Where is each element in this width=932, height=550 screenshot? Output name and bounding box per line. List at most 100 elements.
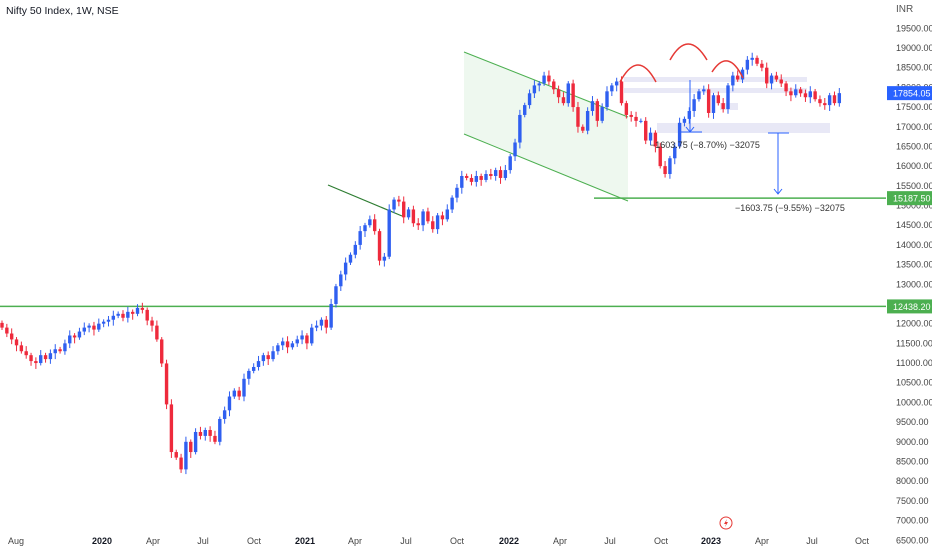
candle-body bbox=[435, 215, 440, 230]
candle-body bbox=[484, 174, 488, 180]
candle-body bbox=[72, 335, 77, 338]
candle-body bbox=[29, 355, 33, 362]
overlays-layer: −1603.75 (−8.70%) −32075 −1603.75 (−9.55%… bbox=[619, 43, 845, 213]
y-tick-label: 16500.00 bbox=[896, 141, 932, 151]
candle-body bbox=[813, 91, 817, 100]
candle-body bbox=[464, 175, 469, 178]
candle-body bbox=[711, 95, 716, 113]
candle-body bbox=[566, 83, 570, 104]
x-tick-label: Oct bbox=[855, 536, 870, 546]
candle-body bbox=[319, 319, 324, 326]
price-label: 12438.20 bbox=[893, 302, 931, 312]
candle-body bbox=[547, 75, 551, 82]
candle-body bbox=[368, 219, 372, 226]
candle-body bbox=[43, 355, 48, 360]
y-tick-label: 9500.00 bbox=[896, 417, 929, 427]
y-tick-label: 8500.00 bbox=[896, 457, 929, 467]
candle-body bbox=[97, 323, 101, 330]
candle-body bbox=[794, 89, 798, 96]
left-shoulder-arc bbox=[619, 64, 657, 83]
candle-body bbox=[624, 103, 629, 115]
x-axis: Aug 2020 Apr Jul Oct 2021 Apr Jul Oct 2022 Apr Jul O… bbox=[8, 536, 870, 546]
price-label-box bbox=[887, 299, 932, 314]
candle-body bbox=[353, 244, 358, 255]
candle-body bbox=[629, 114, 633, 117]
candle-body bbox=[697, 91, 701, 100]
candle-body bbox=[702, 89, 706, 92]
y-axis: 19500.0019000.0018500.0018000.0017500.00… bbox=[896, 23, 932, 545]
candle-body bbox=[218, 418, 222, 442]
candle-body bbox=[735, 75, 740, 80]
currency-label: INR bbox=[896, 4, 914, 15]
candle-body bbox=[242, 378, 246, 397]
x-tick-label: Aug bbox=[8, 536, 24, 546]
candle-body bbox=[135, 307, 140, 314]
candle-body bbox=[663, 166, 667, 175]
drawings-layer bbox=[0, 51, 886, 308]
y-tick-label: 10500.00 bbox=[896, 378, 932, 388]
candle-body bbox=[130, 311, 135, 314]
y-tick-label: 19000.00 bbox=[896, 43, 932, 53]
x-tick-label: Oct bbox=[450, 536, 465, 546]
candle-body bbox=[256, 361, 261, 367]
x-tick-label: Apr bbox=[348, 536, 362, 546]
candle-body bbox=[324, 319, 328, 328]
candle-body bbox=[126, 311, 130, 318]
candle-body bbox=[542, 75, 546, 84]
candle-body bbox=[339, 274, 343, 287]
candle-body bbox=[305, 335, 309, 344]
candle-body bbox=[285, 341, 290, 348]
y-tick-label: 10000.00 bbox=[896, 397, 932, 407]
candle-body bbox=[798, 89, 803, 94]
candle-body bbox=[523, 105, 527, 115]
candle-body bbox=[164, 363, 169, 405]
x-tick-label: 2021 bbox=[295, 536, 315, 546]
candle-body bbox=[329, 303, 333, 328]
candle-body bbox=[469, 177, 474, 182]
candle-body bbox=[726, 85, 730, 110]
candle-body bbox=[397, 199, 401, 202]
candle-body bbox=[774, 75, 779, 80]
candle-body bbox=[150, 320, 154, 326]
candle-body bbox=[247, 370, 251, 379]
candle-body bbox=[121, 313, 125, 318]
candle-body bbox=[232, 390, 237, 397]
price-label: 15187.50 bbox=[893, 194, 931, 204]
candle-body bbox=[193, 431, 198, 453]
candle-body bbox=[266, 355, 270, 360]
candle-body bbox=[518, 114, 522, 143]
candle-body bbox=[731, 75, 735, 86]
candle-body bbox=[227, 396, 232, 411]
candle-body bbox=[677, 122, 682, 147]
candle-body bbox=[169, 404, 174, 453]
candle-body bbox=[68, 335, 72, 344]
candle-body bbox=[411, 209, 416, 224]
candle-body bbox=[421, 211, 425, 226]
candle-body bbox=[431, 221, 435, 230]
y-tick-label: 8000.00 bbox=[896, 476, 929, 486]
y-tick-label: 13000.00 bbox=[896, 279, 932, 289]
head-arc bbox=[669, 43, 708, 61]
candle-body bbox=[460, 175, 464, 188]
candle-body bbox=[295, 339, 299, 344]
candle-body bbox=[406, 209, 411, 218]
candle-body bbox=[789, 91, 793, 96]
candle-body bbox=[372, 219, 377, 232]
x-tick-label: 2022 bbox=[499, 536, 519, 546]
candle-body bbox=[769, 75, 774, 84]
candle-body bbox=[155, 325, 159, 340]
candle-body bbox=[755, 57, 759, 64]
candles-layer bbox=[0, 52, 842, 475]
candle-body bbox=[377, 231, 382, 261]
candle-body bbox=[160, 339, 164, 364]
candle-body bbox=[300, 335, 304, 340]
measure-band bbox=[657, 123, 830, 133]
candle-body bbox=[203, 429, 207, 436]
lightning-bolt-icon[interactable] bbox=[719, 516, 733, 530]
candle-body bbox=[639, 120, 643, 122]
candle-body bbox=[174, 452, 178, 458]
candle-body bbox=[832, 95, 837, 104]
price-label: 17854.05 bbox=[893, 89, 931, 99]
y-tick-label: 14500.00 bbox=[896, 220, 932, 230]
